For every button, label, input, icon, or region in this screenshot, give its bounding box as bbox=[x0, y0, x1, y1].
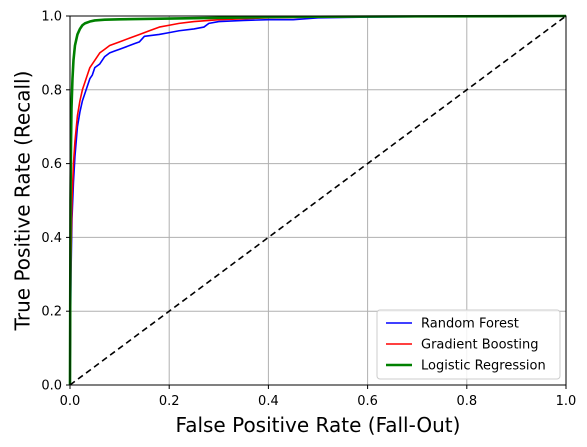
legend-label: Gradient Boosting bbox=[421, 338, 539, 353]
legend-label: Random Forest bbox=[421, 317, 519, 332]
y-axis-label: True Positive Rate (Recall) bbox=[11, 71, 35, 332]
legend-box bbox=[376, 309, 561, 380]
y-tick-label: 0.8 bbox=[41, 83, 62, 98]
x-tick-label: 1.0 bbox=[556, 394, 577, 409]
x-axis-label: False Positive Rate (Fall-Out) bbox=[176, 413, 461, 437]
plot-frame bbox=[69, 15, 567, 386]
y-tick-label: 0.6 bbox=[41, 157, 62, 172]
random-classifier-diagonal bbox=[69, 15, 567, 386]
x-tick-label: 0.0 bbox=[60, 394, 81, 409]
y-tick-label: 0.2 bbox=[41, 305, 62, 320]
y-tick-label: 1.0 bbox=[41, 10, 62, 25]
legend: Random Forest Gradient Boosting Logistic R… bbox=[376, 309, 561, 380]
x-tick-label: 0.8 bbox=[456, 394, 477, 409]
series-line-logistic-regression bbox=[68, 14, 567, 386]
legend-label: Logistic Regression bbox=[421, 359, 546, 374]
y-tick-label: 0.0 bbox=[41, 379, 62, 394]
series-line-random-forest bbox=[69, 15, 567, 386]
series-line-gradient-boosting bbox=[69, 15, 567, 386]
x-tick-label: 0.4 bbox=[258, 394, 279, 409]
series-layer bbox=[68, 14, 567, 386]
x-tick-label: 0.6 bbox=[357, 394, 378, 409]
ticks: 0.0 0.2 0.4 0.6 0.8 1.0 0.0 0.2 0.4 0.6 0.8 1.0 bbox=[41, 10, 576, 410]
y-tick-label: 0.4 bbox=[41, 231, 62, 246]
x-tick-label: 0.2 bbox=[159, 394, 180, 409]
